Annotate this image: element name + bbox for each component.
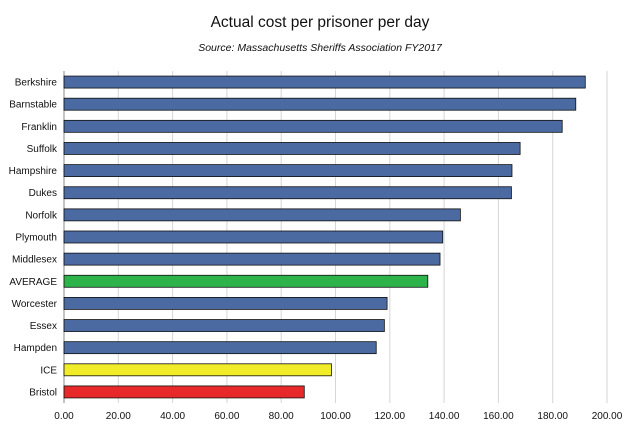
bar-barnstable	[63, 97, 577, 111]
bar-berkshire	[63, 75, 586, 89]
x-tick-label: 80.00	[269, 411, 294, 422]
category-label: Suffolk	[27, 144, 58, 155]
chart-title: Actual cost per prisoner per day	[210, 14, 430, 31]
bar-average	[63, 274, 429, 288]
x-tick-label: 40.00	[160, 411, 185, 422]
x-tick-label: 100.00	[320, 411, 351, 422]
category-label: Middlesex	[12, 255, 57, 266]
category-label: Worcester	[12, 299, 58, 310]
category-label: Essex	[30, 321, 57, 332]
bar-worcester	[63, 296, 388, 310]
category-label: Norfolk	[25, 210, 58, 221]
x-tick-label: 20.00	[106, 411, 131, 422]
category-label: AVERAGE	[9, 277, 57, 288]
x-tick-label: 60.00	[214, 411, 239, 422]
category-label: Hampshire	[9, 166, 58, 177]
chart-subtitle: Source: Massachusetts Sheriffs Associati…	[198, 42, 442, 54]
bar-hampshire	[63, 164, 513, 178]
category-label: Hampden	[14, 343, 57, 354]
category-label: Bristol	[29, 387, 57, 398]
bar-ice	[63, 363, 332, 377]
bar-bristol	[63, 385, 305, 399]
x-tick-label: 160.00	[483, 411, 514, 422]
bar-hampden	[63, 341, 377, 355]
x-tick-label: 120.00	[375, 411, 406, 422]
bar-franklin	[63, 119, 563, 133]
category-label: Plymouth	[15, 233, 57, 244]
bar-norfolk	[63, 208, 461, 222]
category-label: ICE	[40, 365, 57, 376]
x-tick-label: 0.00	[54, 411, 74, 422]
x-tick-label: 140.00	[429, 411, 460, 422]
x-tick-label: 200.00	[592, 411, 623, 422]
bar-middlesex	[63, 252, 441, 266]
bar-suffolk	[63, 142, 521, 155]
x-tick-label: 180.00	[537, 411, 568, 422]
bar-essex	[63, 319, 385, 332]
category-label: Franklin	[21, 122, 57, 133]
category-label: Berkshire	[15, 78, 58, 89]
bar-plymouth	[63, 230, 444, 244]
category-label: Barnstable	[9, 100, 57, 111]
category-label: Dukes	[29, 188, 57, 199]
bar-dukes	[63, 186, 512, 200]
